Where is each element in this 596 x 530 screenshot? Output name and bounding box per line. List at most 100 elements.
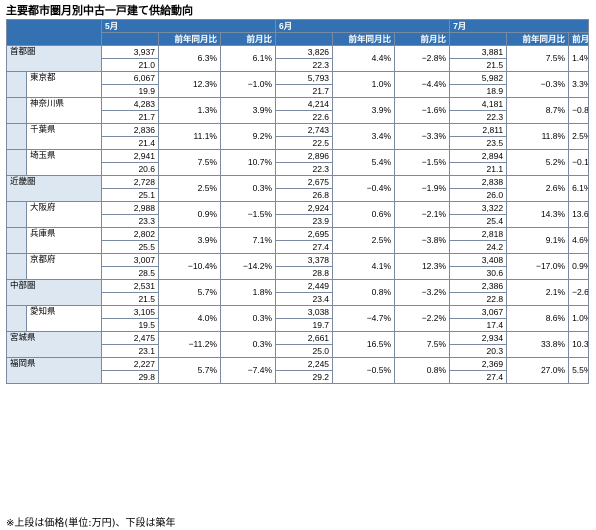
mom-value: 2.5% [568,123,590,150]
age-value: 20.6 [101,162,159,176]
month-header: 6月 [275,19,451,33]
table-row-price: 中部圏 2,531 5.7% 1.8% 2,449 0.8% −3.2% 2,386 2.1% −… [6,279,590,306]
mom-value: −3.8% [394,227,451,254]
mom-value: 0.3% [219,175,277,202]
price-value: 3,322 [449,201,508,215]
prefecture-name: 大阪府 [26,201,102,228]
mom-value: 3.9% [219,97,277,124]
table-row-age: 21.4 22.5 23.5 [7,136,589,150]
age-value: 18.9 [449,84,508,98]
price-value: 2,386 [449,279,508,293]
mom-value: 3.3% [568,71,590,98]
price-value: 3,007 [101,253,159,267]
table-row-age: 19.5 19.7 17.4 [7,318,589,332]
mom-value: −1.9% [394,175,451,202]
table-row-age: 21.0 22.3 21.5 [7,58,589,72]
yoy-value: 7.5% [506,45,570,72]
age-value: 25.0 [275,344,334,358]
mom-value: −1.0% [219,71,277,98]
prefecture-name: 兵庫県 [26,227,102,254]
age-value: 20.3 [449,344,508,358]
age-value: 23.5 [449,136,508,150]
table-row-price: 兵庫県 2,802 3.9% 7.1% 2,695 2.5% −3.8% 2,818 9.1% 4… [6,227,590,254]
mom-value: 4.6% [568,227,590,254]
yoy-value: 5.7% [158,357,221,384]
yoy-value: 9.1% [506,227,570,254]
age-value: 22.3 [275,162,334,176]
age-value: 22.5 [275,136,334,150]
age-value: 26.8 [275,188,334,202]
mom-value: −3.3% [394,123,451,150]
age-value: 27.4 [449,370,508,384]
yoy-value: 1.0% [332,71,396,98]
price-value: 5,793 [275,71,334,85]
mom-value: −3.2% [394,279,451,306]
price-value: 3,408 [449,253,508,267]
yoy-value: 14.3% [506,201,570,228]
yoy-value: 5.2% [506,149,570,176]
mom-value: 0.3% [219,331,277,358]
mom-value: 6.1% [219,45,277,72]
yoy-value: 4.1% [332,253,396,280]
page-title: 主要都市圏月別中古一戸建て供給動向 [6,4,193,17]
prefecture-name: 千葉県 [26,123,102,150]
indent-cell [6,253,27,280]
table-row-age: 29.8 29.2 27.4 [7,370,589,384]
table-row-price: 宮城県 2,475 −11.2% 0.3% 2,661 16.5% 7.5% 2,934 33.… [6,331,590,358]
yoy-value: 8.6% [506,305,570,332]
price-value: 2,802 [101,227,159,241]
price-value: 4,283 [101,97,159,111]
table-row-price: 大阪府 2,988 0.9% −1.5% 2,924 0.6% −2.1% 3,322 14.3… [6,201,590,228]
yoy-value: 1.3% [158,97,221,124]
age-value: 21.4 [101,136,159,150]
mom-value: −1.5% [219,201,277,228]
table-row-price: 首都圏 3,937 6.3% 6.1% 3,826 4.4% −2.8% 3,881 7.5% 1… [6,45,590,72]
indent-cell [6,97,27,124]
price-value: 2,924 [275,201,334,215]
age-value: 28.5 [101,266,159,280]
mom-value: −0.1% [568,149,590,176]
region-name: 福岡県 [6,357,102,384]
month-header-row: 5月 6月 7月 [6,19,590,46]
price-value: 3,105 [101,305,159,319]
yoy-value: 3.9% [332,97,396,124]
mom-value: −4.4% [394,71,451,98]
region-name: 首都圏 [6,45,102,72]
price-value: 2,896 [275,149,334,163]
price-value: 2,811 [449,123,508,137]
yoy-value: 5.7% [158,279,221,306]
price-value: 2,531 [101,279,159,293]
price-value: 3,067 [449,305,508,319]
mom-value: −2.1% [394,201,451,228]
yoy-value: 5.4% [332,149,396,176]
yoy-value: 3.4% [332,123,396,150]
table-row-price: 埼玉県 2,941 7.5% 10.7% 2,896 5.4% −1.5% 2,894 5.2%… [6,149,590,176]
mom-value: −7.4% [219,357,277,384]
sub-header-row: 前年同月比 前月比 前年同月比 前月比 前年同月比 前月比 [7,32,590,46]
age-value: 22.8 [449,292,508,306]
sub-header-mom: 前月比 [394,32,451,46]
yoy-value: −0.3% [506,71,570,98]
price-value: 3,378 [275,253,334,267]
price-value: 2,695 [275,227,334,241]
yoy-value: 8.7% [506,97,570,124]
age-value: 27.4 [275,240,334,254]
age-value: 29.2 [275,370,334,384]
age-value: 22.3 [449,110,508,124]
yoy-value: 11.1% [158,123,221,150]
age-value: 30.6 [449,266,508,280]
yoy-value: 27.0% [506,357,570,384]
sub-header-yoy: 前年同月比 [158,32,221,46]
yoy-value: 2.5% [158,175,221,202]
yoy-value: 12.3% [158,71,221,98]
price-value: 3,038 [275,305,334,319]
sub-header-blank [101,32,159,46]
price-value: 4,214 [275,97,334,111]
yoy-value: −11.2% [158,331,221,358]
age-value: 21.1 [449,162,508,176]
mom-value: 9.2% [219,123,277,150]
price-value: 2,449 [275,279,334,293]
mom-value: −1.5% [394,149,451,176]
month-header: 5月 [100,19,277,33]
yoy-value: 4.4% [332,45,396,72]
